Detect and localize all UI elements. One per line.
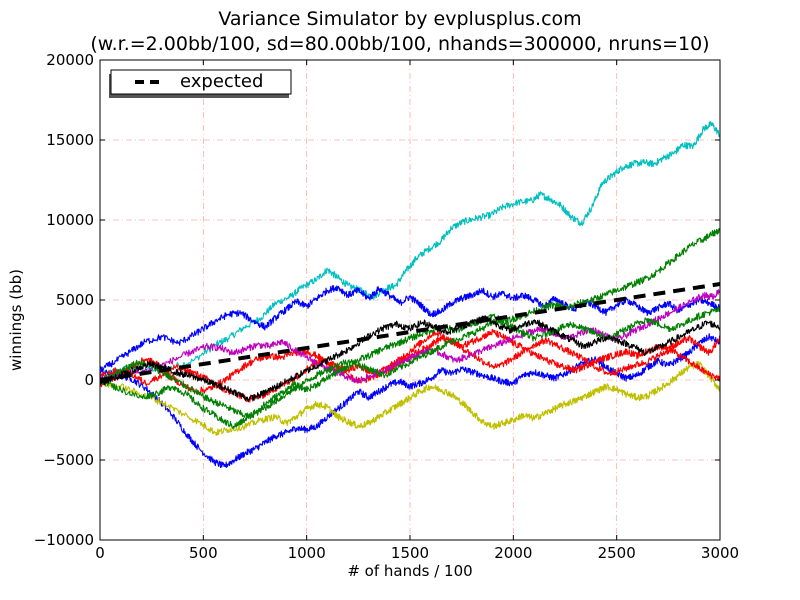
series-line-8 [99, 227, 721, 429]
series-line-1 [99, 121, 721, 377]
y-tick-label: 20000 [46, 51, 94, 69]
x-tick-label: 500 [189, 544, 218, 562]
series-layer [99, 121, 721, 469]
chart-subtitle: (w.r.=2.00bb/100, sd=80.00bb/100, nhands… [90, 33, 710, 55]
chart-title: Variance Simulator by evplusplus.com [218, 8, 582, 30]
x-tick-label: 2000 [494, 544, 532, 562]
legend: expected [109, 69, 292, 98]
series-line-10 [99, 315, 721, 403]
y-tick-label: −5000 [43, 451, 94, 469]
y-axis-label: winnings (bb) [7, 269, 25, 371]
series-line-5 [99, 328, 721, 395]
x-axis-label: # of hands / 100 [347, 562, 473, 580]
x-tick-label: 2500 [598, 544, 636, 562]
y-tick-label: 5000 [56, 291, 94, 309]
y-tick-label: 15000 [46, 131, 94, 149]
x-tick-label: 0 [95, 544, 105, 562]
x-tick-label: 1500 [391, 544, 429, 562]
series-line-4 [99, 361, 721, 436]
expected-layer [99, 282, 721, 382]
y-tick-label: −10000 [34, 531, 94, 549]
y-tick-label: 10000 [46, 211, 94, 229]
series-line-3 [99, 285, 721, 373]
series-line-2 [99, 333, 721, 469]
x-tick-label: 3000 [701, 544, 739, 562]
expected-line [99, 282, 721, 382]
y-tick-label: 0 [84, 371, 94, 389]
series-line-9 [99, 306, 721, 419]
x-tick-label: 1000 [288, 544, 326, 562]
legend-label: expected [180, 71, 263, 92]
axis-ticks: 0 500 1000 1500 2000 2500 3000 −10000 −5000 0 5000… [34, 51, 739, 562]
